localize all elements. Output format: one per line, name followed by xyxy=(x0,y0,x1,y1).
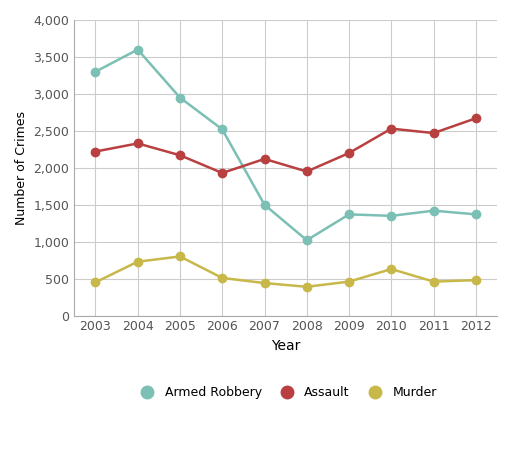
Assault xyxy=(388,126,394,131)
Armed Robbery xyxy=(135,47,141,53)
Assault xyxy=(473,116,479,121)
Murder xyxy=(473,278,479,283)
Assault xyxy=(219,170,225,176)
Murder xyxy=(135,259,141,265)
Armed Robbery xyxy=(304,237,310,243)
Assault xyxy=(177,153,183,158)
Murder xyxy=(388,266,394,272)
Line: Assault: Assault xyxy=(91,114,480,177)
Assault xyxy=(346,150,352,156)
Assault xyxy=(431,130,437,136)
Armed Robbery xyxy=(262,202,268,207)
Legend: Armed Robbery, Assault, Murder: Armed Robbery, Assault, Murder xyxy=(130,381,442,404)
Armed Robbery xyxy=(388,213,394,219)
Murder xyxy=(346,279,352,284)
Murder xyxy=(219,275,225,281)
Murder xyxy=(304,284,310,290)
Murder xyxy=(262,280,268,286)
Armed Robbery xyxy=(177,95,183,100)
Murder xyxy=(431,279,437,284)
Armed Robbery xyxy=(346,212,352,217)
Armed Robbery xyxy=(92,69,98,75)
Murder xyxy=(92,279,98,285)
X-axis label: Year: Year xyxy=(271,339,301,353)
Line: Armed Robbery: Armed Robbery xyxy=(91,45,480,244)
Y-axis label: Number of Crimes: Number of Crimes xyxy=(15,111,28,225)
Assault xyxy=(304,169,310,174)
Assault xyxy=(135,141,141,146)
Armed Robbery xyxy=(431,208,437,213)
Assault xyxy=(92,149,98,154)
Armed Robbery xyxy=(219,127,225,132)
Assault xyxy=(262,156,268,162)
Murder xyxy=(177,254,183,259)
Line: Murder: Murder xyxy=(91,252,480,291)
Armed Robbery xyxy=(473,212,479,217)
